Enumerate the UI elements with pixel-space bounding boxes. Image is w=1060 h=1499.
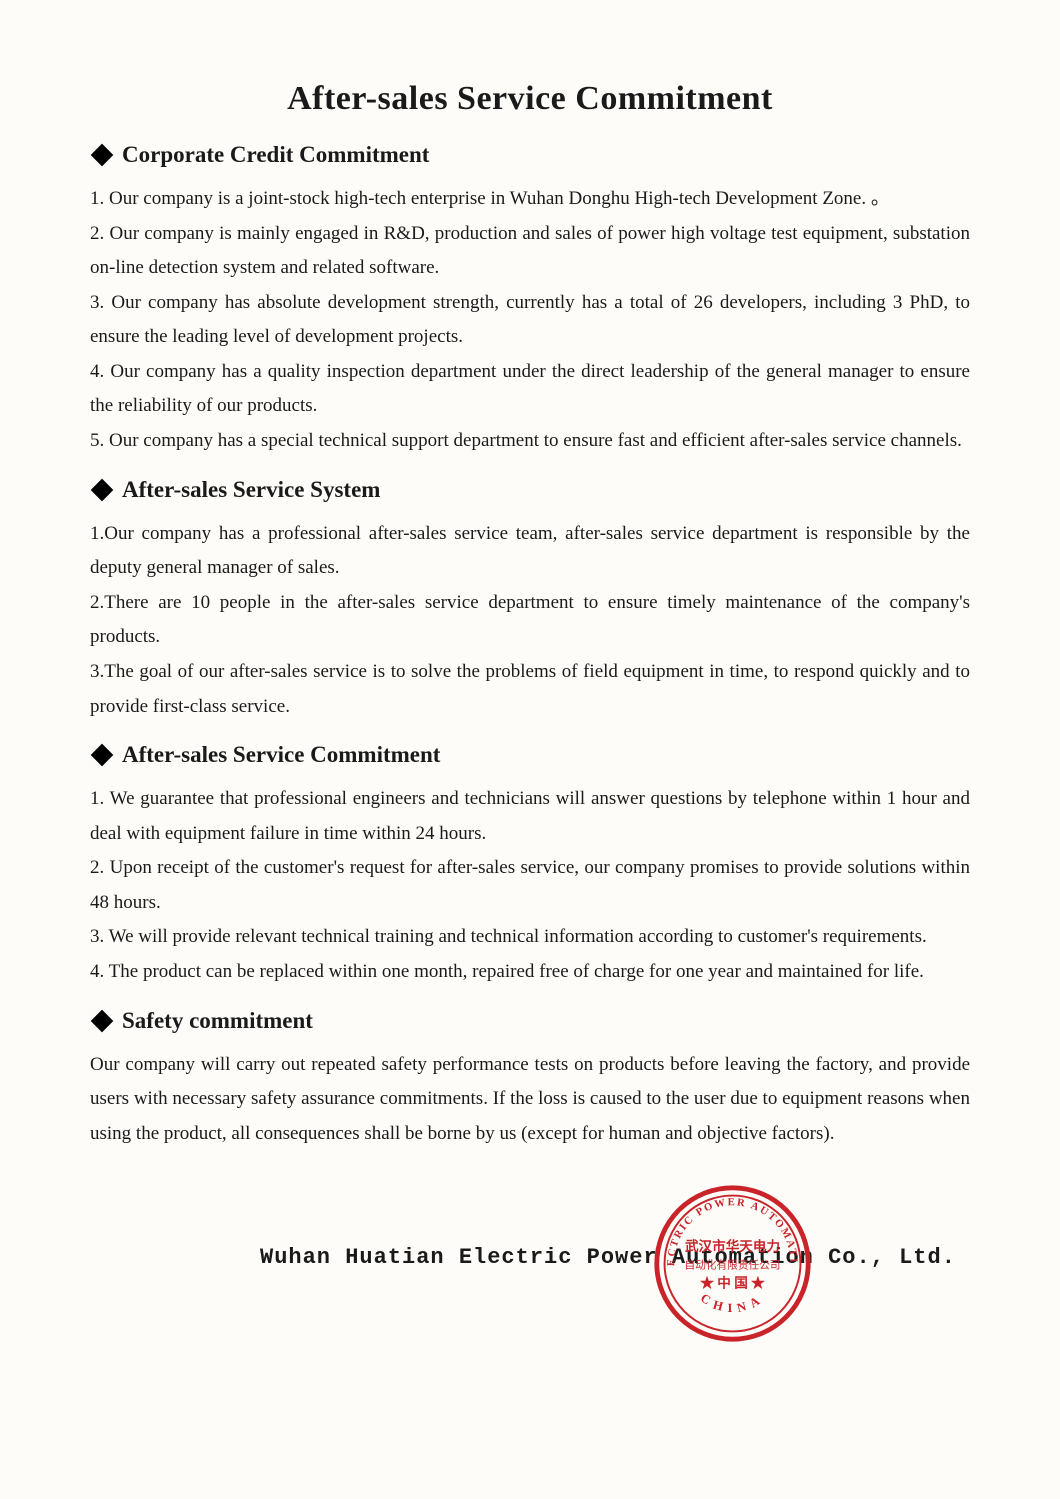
body-paragraph: 4. Our company has a quality inspection … bbox=[90, 355, 970, 424]
body-paragraph: 1. We guarantee that professional engine… bbox=[90, 782, 970, 851]
section-heading-text: After-sales Service System bbox=[122, 477, 380, 503]
signature-block: Wuhan Huatian Electric Power Automation … bbox=[90, 1191, 970, 1371]
seal-cn-line2: 自动化有限责任公司 bbox=[685, 1259, 781, 1272]
body-paragraph: 3.The goal of our after-sales service is… bbox=[90, 655, 970, 724]
body-paragraph: 2. Our company is mainly engaged in R&D,… bbox=[90, 217, 970, 286]
diamond-icon bbox=[91, 478, 114, 501]
document-page: After-sales Service Commitment Corporate… bbox=[0, 0, 1060, 1499]
page-title: After-sales Service Commitment bbox=[90, 80, 970, 118]
diamond-icon bbox=[91, 144, 114, 167]
section-header-service-commitment: After-sales Service Commitment bbox=[90, 742, 970, 768]
body-paragraph: 1.Our company has a professional after-s… bbox=[90, 517, 970, 586]
svg-text:CHINA: CHINA bbox=[698, 1291, 767, 1315]
body-paragraph: 1. Our company is a joint-stock high-tec… bbox=[90, 182, 970, 217]
company-seal-icon: ELECTRIC POWER AUTOMATION CHINA 武汉市华天电力 … bbox=[650, 1181, 815, 1346]
seal-cn-line1: 武汉市华天电力 bbox=[685, 1238, 780, 1254]
section-heading-text: Corporate Credit Commitment bbox=[122, 142, 429, 168]
section-heading-text: Safety commitment bbox=[122, 1008, 313, 1034]
body-paragraph: 3. Our company has absolute development … bbox=[90, 286, 970, 355]
diamond-icon bbox=[91, 744, 114, 767]
body-paragraph: 2. Upon receipt of the customer's reques… bbox=[90, 851, 970, 920]
diamond-icon bbox=[91, 1009, 114, 1032]
section-heading-text: After-sales Service Commitment bbox=[122, 742, 440, 768]
body-paragraph: 3. We will provide relevant technical tr… bbox=[90, 920, 970, 955]
section-header-corporate-credit: Corporate Credit Commitment bbox=[90, 142, 970, 168]
body-paragraph: 5. Our company has a special technical s… bbox=[90, 424, 970, 459]
section-header-service-system: After-sales Service System bbox=[90, 477, 970, 503]
company-name: Wuhan Huatian Electric Power Automation … bbox=[260, 1245, 956, 1270]
section-header-safety: Safety commitment bbox=[90, 1008, 970, 1034]
body-paragraph: Our company will carry out repeated safe… bbox=[90, 1048, 970, 1152]
seal-bottom-text: CHINA bbox=[698, 1291, 767, 1315]
body-paragraph: 4. The product can be replaced within on… bbox=[90, 955, 970, 990]
body-paragraph: 2.There are 10 people in the after-sales… bbox=[90, 586, 970, 655]
seal-cn-line3: ★ 中 国 ★ bbox=[700, 1275, 765, 1291]
